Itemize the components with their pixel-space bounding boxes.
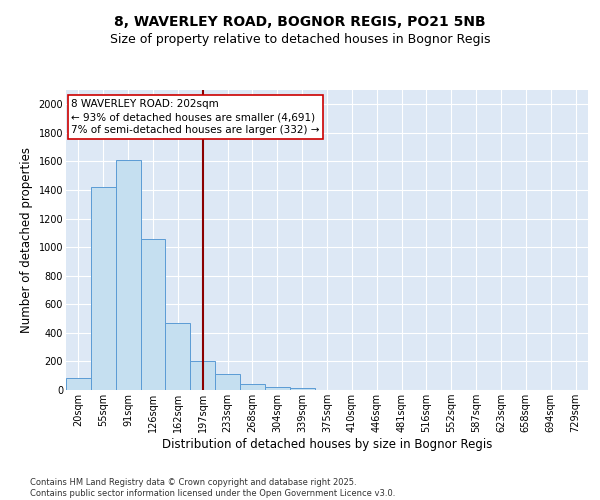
Text: Contains HM Land Registry data © Crown copyright and database right 2025.
Contai: Contains HM Land Registry data © Crown c… [30,478,395,498]
Bar [140,240,166,390]
Text: 8, WAVERLEY ROAD, BOGNOR REGIS, PO21 5NB: 8, WAVERLEY ROAD, BOGNOR REGIS, PO21 5NB [114,15,486,29]
Bar [66,378,91,390]
Bar [240,384,265,390]
Bar [290,388,314,390]
Bar [166,323,190,390]
X-axis label: Distribution of detached houses by size in Bognor Regis: Distribution of detached houses by size … [162,438,492,451]
Bar [91,187,116,390]
Y-axis label: Number of detached properties: Number of detached properties [20,147,33,333]
Text: 8 WAVERLEY ROAD: 202sqm
← 93% of detached houses are smaller (4,691)
7% of semi-: 8 WAVERLEY ROAD: 202sqm ← 93% of detache… [71,99,320,136]
Bar [190,360,215,390]
Bar [215,374,240,390]
Text: Size of property relative to detached houses in Bognor Regis: Size of property relative to detached ho… [110,32,490,46]
Bar [116,160,140,390]
Bar [265,387,290,390]
